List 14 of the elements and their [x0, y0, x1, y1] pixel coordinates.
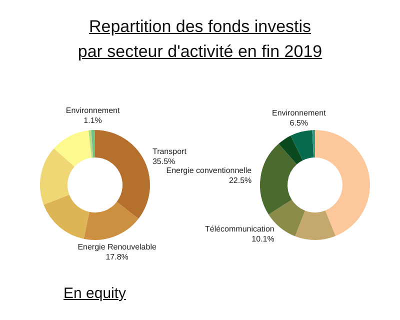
data-label: 6.5%: [290, 118, 308, 128]
slice-label: Energie Renouvelable: [78, 242, 157, 252]
slice-label: Transport: [152, 147, 188, 156]
data-label: 10.1%: [252, 234, 274, 244]
data-label: 1.1%: [84, 116, 102, 126]
slice-label: Environnement: [272, 108, 327, 118]
chart-title: Repartition des fonds investis par secteur d'activité en fin 2019: [76, 16, 324, 63]
text: En equity: [64, 285, 126, 302]
slice-label: Environnement: [66, 106, 120, 116]
data-label: 35.5%: [152, 157, 176, 166]
data-label: 17.8%: [106, 252, 128, 262]
slice-label: Energie conventionnelle: [166, 166, 252, 176]
data-label: 22.5%: [228, 176, 252, 186]
slice-label: Télécommunication: [204, 224, 274, 234]
